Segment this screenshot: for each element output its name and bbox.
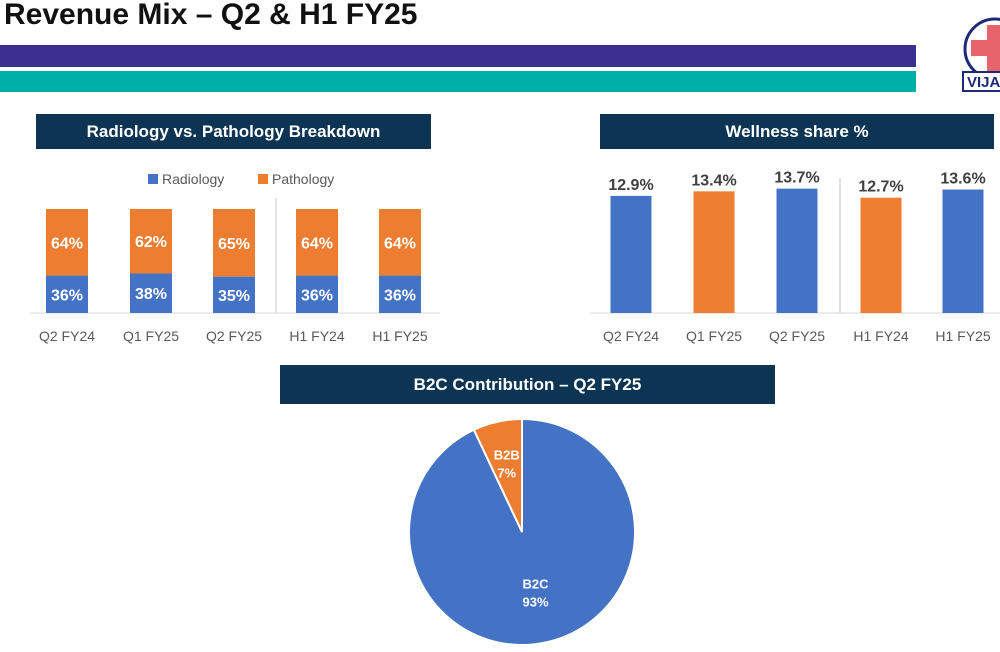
bar-radiology-h1-fy24 [296,275,338,313]
page-title: Revenue Mix – Q2 & H1 FY25 [4,0,418,31]
bar-pathology-h1-fy24 [296,209,338,276]
bar-pathology-h1-fy25 [379,209,421,276]
bar-radiology-q1-fy25 [130,273,172,313]
bar-radiology-q2-fy25 [213,276,255,313]
bar-pathology-q2-fy25 [213,209,255,277]
tick-label-h1-fy24: H1 FY24 [853,328,908,344]
bar-radiology-h1-fy25 [379,275,421,313]
tick-label-h1-fy25: H1 FY25 [935,328,990,344]
data-label-pathology-q1-fy25: 62% [135,234,167,251]
data-label-pathology-q2-fy25: 65% [218,236,250,253]
bar-wellness-q2-fy25 [776,188,818,313]
data-label-wellness-q1-fy25: 13.4% [691,172,736,189]
data-label-pathology-h1-fy24: 64% [301,235,333,252]
data-label-wellness-q2-fy24: 12.9% [608,177,653,194]
pie-label-b2b: B2B [494,448,520,463]
company-logo: VIJA [955,14,1000,94]
bar-pathology-q2-fy24 [46,209,88,276]
data-label-pathology-q2-fy24: 64% [51,235,83,252]
tick-label-q2-fy25: Q2 FY25 [769,328,825,344]
pie-value-b2b: 7% [497,466,516,481]
tick-label-h1-fy24: H1 FY24 [289,328,344,344]
radiology-pathology-chart: Radiology Pathology 36% 64% Q2 FY24 38% 62% Q1 … [30,171,440,344]
data-label-pathology-h1-fy25: 64% [384,235,416,252]
tick-label-q2-fy24: Q2 FY24 [603,328,659,344]
data-label-wellness-h1-fy24: 12.7% [858,179,903,196]
bar-wellness-h1-fy25 [942,189,984,313]
logo-text: VIJA [967,74,1000,91]
logo-cross-horizontal [971,40,1000,56]
pie-value-b2c: 93% [523,595,549,610]
data-label-wellness-q2-fy25: 13.7% [774,170,819,187]
data-label-radiology-h1-fy25: 36% [384,287,416,304]
header-band-purple [0,45,916,67]
tick-label-q1-fy25: Q1 FY25 [123,328,179,344]
tick-label-q2-fy25: Q2 FY25 [206,328,262,344]
b2c-contribution-header: B2C Contribution – Q2 FY25 [280,365,775,404]
legend-swatch-pathology [258,174,268,184]
bar-radiology-q2-fy24 [46,275,88,313]
radiology-pathology-header: Radiology vs. Pathology Breakdown [36,114,431,149]
tick-label-h1-fy25: H1 FY25 [372,328,427,344]
data-label-radiology-q1-fy25: 38% [135,286,167,303]
bar-wellness-q2-fy24 [610,195,652,313]
bar-pathology-q1-fy25 [130,209,172,274]
b2c-contribution-pie: B2C 93% B2B 7% [408,417,636,646]
data-label-wellness-h1-fy25: 13.6% [940,171,985,188]
wellness-share-header: Wellness share % [600,114,994,149]
legend-label-radiology: Radiology [162,171,224,187]
bar-wellness-q1-fy25 [693,191,735,313]
bar-wellness-h1-fy24 [860,197,902,313]
data-label-radiology-q2-fy25: 35% [218,288,250,305]
data-label-radiology-h1-fy24: 36% [301,287,333,304]
legend-label-pathology: Pathology [272,171,334,187]
tick-label-q1-fy25: Q1 FY25 [686,328,742,344]
data-label-radiology-q2-fy24: 36% [51,287,83,304]
pie-label-b2c: B2C [523,577,550,592]
wellness-share-chart: 12.9% Q2 FY24 13.4% Q1 FY25 13.7% Q2 FY25 12.7… [590,170,1000,344]
header-band-teal [0,71,916,92]
tick-label-q2-fy24: Q2 FY24 [39,328,95,344]
legend-swatch-radiology [148,174,158,184]
pie-slice-b2b [472,417,523,533]
